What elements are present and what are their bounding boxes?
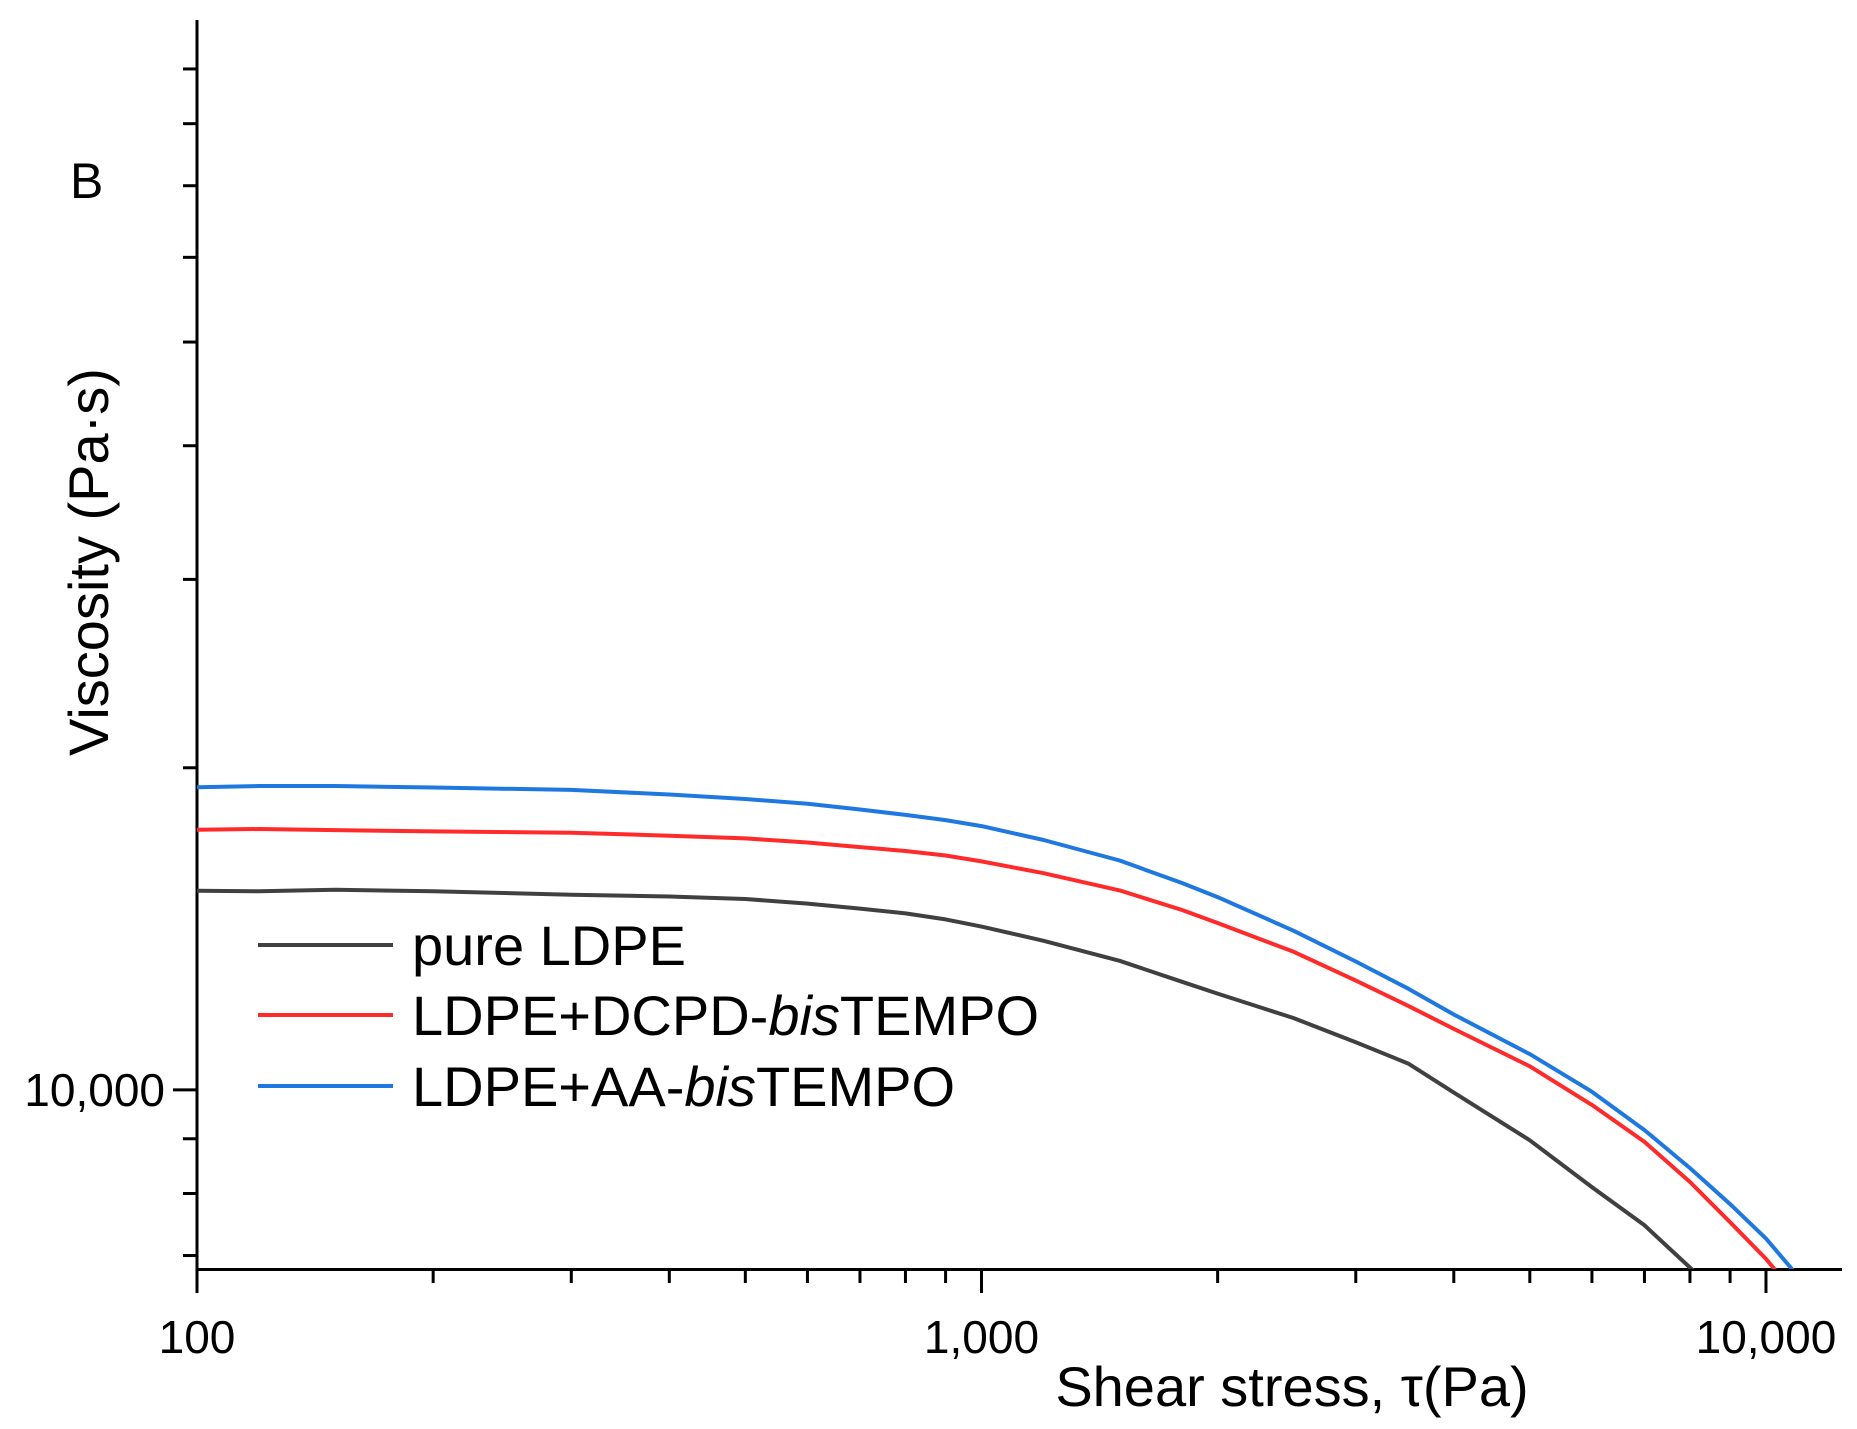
x-axis-title: Shear stress, τ(Pa): [1055, 1355, 1528, 1418]
legend-label-ldpe-aa-bistempo: LDPE+AA-bisTEMPO: [412, 1055, 955, 1118]
legend-label-pure-ldpe: pure LDPE: [412, 914, 686, 977]
x-axis-ticks: 100 1,000 10,000: [159, 1269, 1837, 1363]
series-line-ldpe-dcpd-bistempo: [197, 827, 1777, 1269]
series-lines: [197, 784, 1795, 1269]
y-axis-title: Viscosity (Pa·s): [57, 368, 120, 756]
panel-label: B: [70, 153, 103, 209]
x-tick-label: 100: [159, 1311, 236, 1363]
series-line-ldpe-aa-bistempo: [197, 784, 1795, 1269]
y-tick-label: 10,000: [24, 1064, 165, 1116]
x-tick-label: 1,000: [924, 1311, 1039, 1363]
y-axis-ticks: 10,000: [24, 67, 197, 1258]
series-line-pure-ldpe: [197, 887, 1695, 1269]
legend: pure LDPE LDPE+DCPD-bisTEMPO LDPE+AA-bisTE…: [258, 914, 1039, 1118]
x-tick-label: 10,000: [1696, 1311, 1837, 1363]
legend-label-ldpe-dcpd-bistempo: LDPE+DCPD-bisTEMPO: [412, 984, 1039, 1047]
